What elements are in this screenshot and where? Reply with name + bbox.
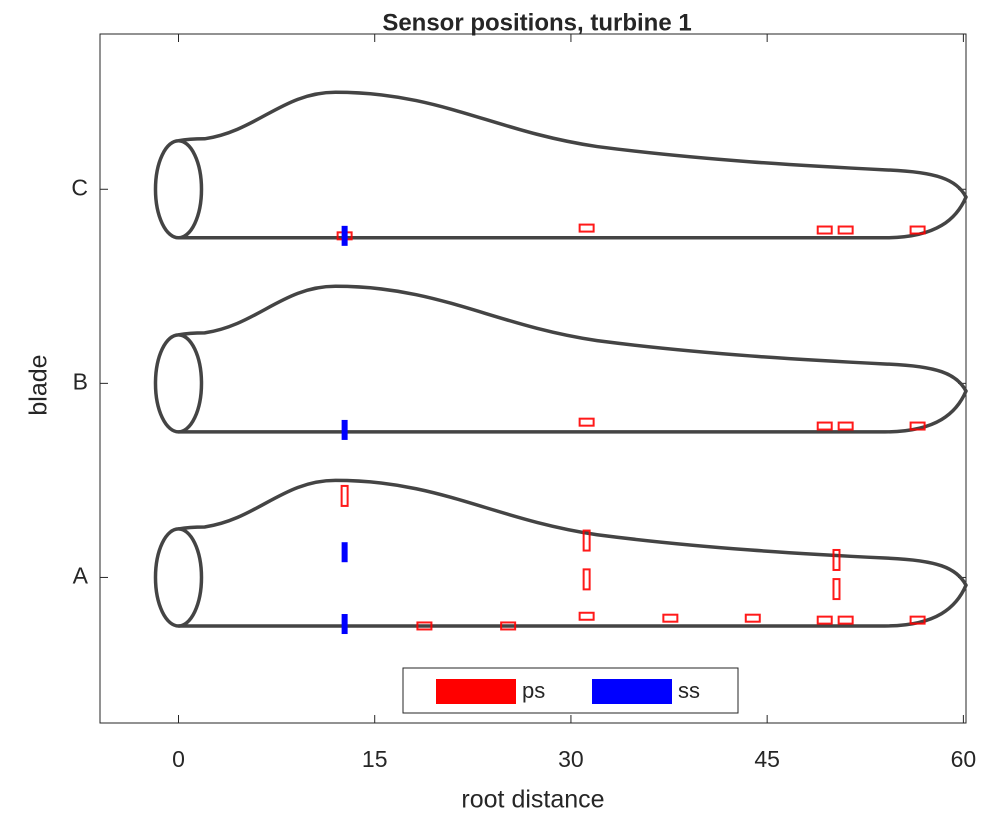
y-tick-label: C [71, 174, 88, 200]
blade-outline [178, 90, 968, 240]
sensor-marker [909, 421, 926, 431]
y-tick-label: B [73, 368, 88, 394]
y-tick-label: A [73, 563, 89, 589]
x-tick-label: 15 [362, 746, 388, 772]
blade-outline [178, 284, 968, 434]
sensor-marker [744, 613, 761, 623]
sensor-marker [341, 225, 348, 246]
sensor-marker [578, 417, 595, 427]
sensor-marker [500, 621, 517, 631]
legend-label: ps [522, 678, 545, 703]
sensor-marker [816, 421, 833, 431]
x-tick-label: 30 [558, 746, 584, 772]
sensor-marker [340, 484, 349, 507]
sensor-marker [582, 568, 591, 591]
sensor-marker [816, 615, 833, 625]
sensor-marker [832, 548, 841, 571]
blade-root [153, 138, 204, 240]
sensor-marker [416, 621, 433, 631]
x-tick-label: 60 [951, 746, 977, 772]
legend-label: ss [678, 678, 700, 703]
x-tick-label: 0 [172, 746, 185, 772]
sensor-marker [909, 615, 926, 625]
sensor-marker [582, 529, 591, 552]
plot-box [99, 33, 967, 724]
x-tick-label: 45 [754, 746, 780, 772]
legend: ps ss [402, 667, 739, 714]
sensor-marker [816, 225, 833, 235]
blade-root [153, 527, 204, 628]
sensor-marker [578, 611, 595, 621]
sensor-marker [341, 614, 348, 635]
sensor-marker [837, 421, 854, 431]
sensor-marker [578, 223, 595, 233]
sensor-marker [341, 419, 348, 440]
blade-outline [178, 478, 968, 628]
legend-swatch [436, 679, 516, 704]
sensor-marker [662, 613, 679, 623]
sensor-marker [341, 542, 348, 563]
sensor-marker [837, 225, 854, 235]
x-axis-label: root distance [461, 786, 604, 814]
sensor-marker [909, 225, 926, 235]
sensor-marker [837, 615, 854, 625]
y-axis-label: blade [25, 354, 53, 415]
sensor-marker [832, 578, 841, 601]
chart-title: Sensor positions, turbine 1 [382, 9, 691, 36]
legend-swatch [592, 679, 672, 704]
blade-root [153, 333, 204, 434]
